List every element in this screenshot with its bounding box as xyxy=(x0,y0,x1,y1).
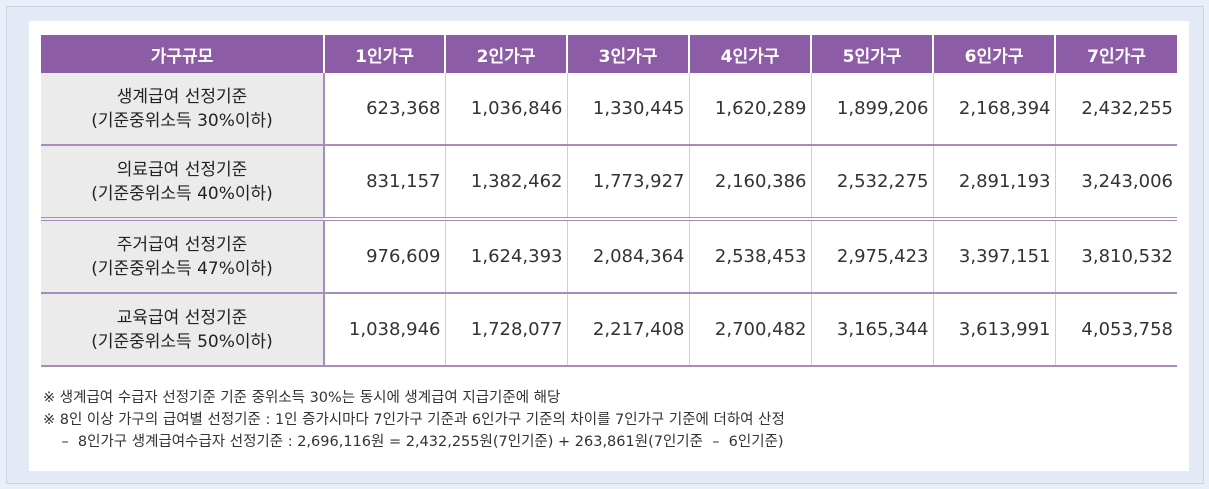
table-cell: 623,368 xyxy=(324,73,446,146)
header-row: 가구규모 1인가구 2인가구 3인가구 4인가구 5인가구 6인가구 7인가구 xyxy=(41,35,1177,73)
row-label-subtitle: (기준중위소득 30%이하) xyxy=(91,110,273,131)
outer-frame: 가구규모 1인가구 2인가구 3인가구 4인가구 5인가구 6인가구 7인가구 … xyxy=(6,6,1204,484)
table-cell: 976,609 xyxy=(324,217,446,294)
header-3-person: 3인가구 xyxy=(567,35,690,73)
table-cell: 3,810,532 xyxy=(1055,217,1177,294)
table-row: 의료급여 선정기준 (기준중위소득 40%이하) 831,157 1,382,4… xyxy=(41,145,1177,220)
header-5-person: 5인가구 xyxy=(811,35,934,73)
table-cell: 1,728,077 xyxy=(445,293,568,367)
footnote-line: ※ 생계급여 수급자 선정기준 기준 중위소득 30%는 동시에 생계급여 지급… xyxy=(43,390,561,406)
header-6-person: 6인가구 xyxy=(933,35,1056,73)
header-4-person: 4인가구 xyxy=(689,35,812,73)
content-panel: 가구규모 1인가구 2인가구 3인가구 4인가구 5인가구 6인가구 7인가구 … xyxy=(29,21,1189,471)
row-label-subtitle: (기준중위소득 50%이하) xyxy=(91,331,273,352)
table-row: 교육급여 선정기준 (기준중위소득 50%이하) 1,038,946 1,728… xyxy=(41,293,1177,367)
table-cell: 1,624,393 xyxy=(445,217,568,294)
table-cell: 2,532,275 xyxy=(811,145,934,220)
header-1-person: 1인가구 xyxy=(324,35,446,73)
row-label-subtitle: (기준중위소득 40%이하) xyxy=(91,183,273,204)
table-cell: 1,036,846 xyxy=(445,73,568,146)
selection-criteria-table: 가구규모 1인가구 2인가구 3인가구 4인가구 5인가구 6인가구 7인가구 … xyxy=(41,35,1177,367)
footnote-line: – 8인가구 생계급여수급자 선정기준 : 2,696,116원 = 2,432… xyxy=(43,434,784,450)
row-label: 의료급여 선정기준 (기준중위소득 40%이하) xyxy=(41,145,325,220)
footnotes: ※ 생계급여 수급자 선정기준 기준 중위소득 30%는 동시에 생계급여 지급… xyxy=(43,387,1183,453)
row-label-title: 교육급여 선정기준 xyxy=(116,307,248,328)
row-label: 생계급여 선정기준 (기준중위소득 30%이하) xyxy=(41,73,325,146)
table-cell: 2,432,255 xyxy=(1055,73,1177,146)
row-label-title: 주거급여 선정기준 xyxy=(116,234,248,255)
table-cell: 2,891,193 xyxy=(933,145,1056,220)
table-cell: 2,975,423 xyxy=(811,217,934,294)
table-cell: 3,243,006 xyxy=(1055,145,1177,220)
table-cell: 1,899,206 xyxy=(811,73,934,146)
row-label-subtitle: (기준중위소득 47%이하) xyxy=(91,258,273,279)
table-cell: 3,165,344 xyxy=(811,293,934,367)
table-cell: 1,038,946 xyxy=(324,293,446,367)
table-cell: 2,700,482 xyxy=(689,293,812,367)
table-cell: 1,382,462 xyxy=(445,145,568,220)
table-cell: 2,084,364 xyxy=(567,217,690,294)
table-row: 생계급여 선정기준 (기준중위소득 30%이하) 623,368 1,036,8… xyxy=(41,73,1177,146)
table-cell: 1,773,927 xyxy=(567,145,690,220)
table-cell: 3,613,991 xyxy=(933,293,1056,367)
row-label-title: 의료급여 선정기준 xyxy=(116,159,248,180)
row-label: 교육급여 선정기준 (기준중위소득 50%이하) xyxy=(41,293,325,367)
table-row: 주거급여 선정기준 (기준중위소득 47%이하) 976,609 1,624,3… xyxy=(41,217,1177,294)
table-cell: 2,160,386 xyxy=(689,145,812,220)
table-cell: 831,157 xyxy=(324,145,446,220)
table-cell: 2,168,394 xyxy=(933,73,1056,146)
table-cell: 1,620,289 xyxy=(689,73,812,146)
header-household-size: 가구규모 xyxy=(41,35,325,73)
table-cell: 4,053,758 xyxy=(1055,293,1177,367)
row-label-title: 생계급여 선정기준 xyxy=(116,86,248,107)
footnote-line: ※ 8인 이상 가구의 급여별 선정기준 : 1인 증가시마다 7인가구 기준과… xyxy=(43,412,785,428)
table-cell: 1,330,445 xyxy=(567,73,690,146)
row-label: 주거급여 선정기준 (기준중위소득 47%이하) xyxy=(41,217,325,294)
table-cell: 2,217,408 xyxy=(567,293,690,367)
header-2-person: 2인가구 xyxy=(445,35,568,73)
table-cell: 3,397,151 xyxy=(933,217,1056,294)
header-7-person: 7인가구 xyxy=(1055,35,1177,73)
table-cell: 2,538,453 xyxy=(689,217,812,294)
